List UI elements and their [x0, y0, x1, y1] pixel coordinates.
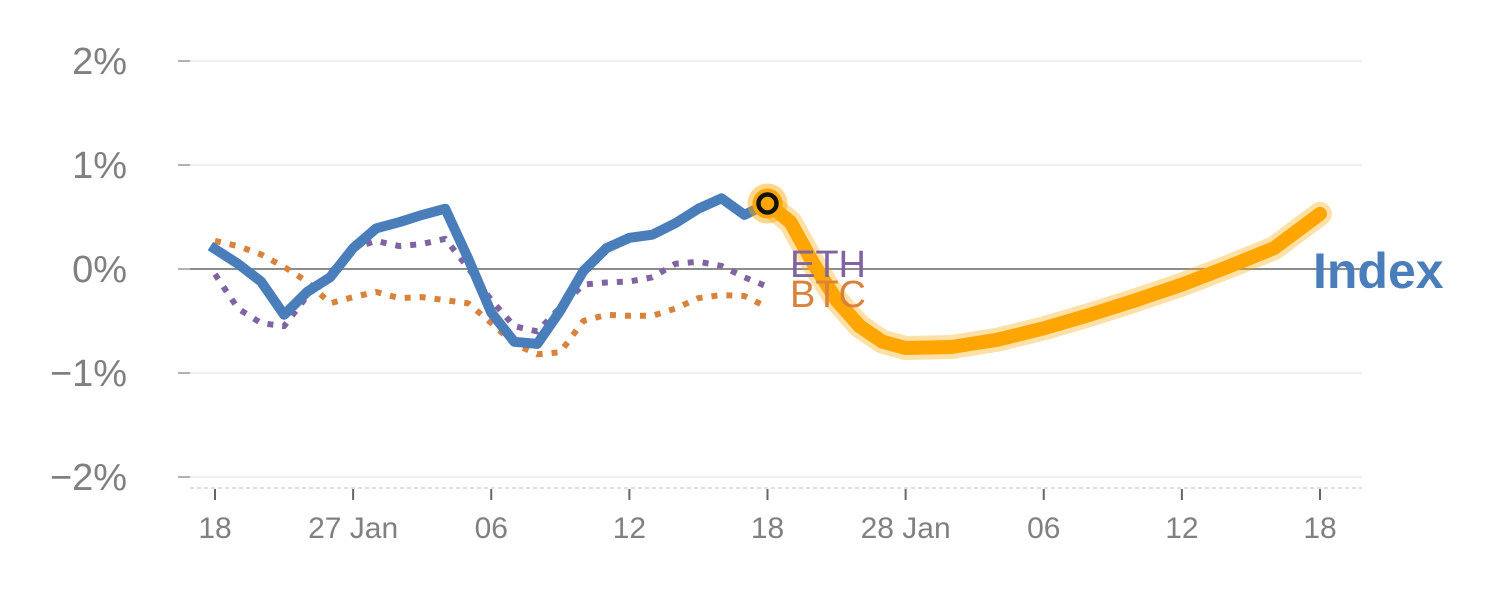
grid-lines — [190, 60, 1362, 478]
y-tick-label: −1% — [50, 353, 127, 395]
x-tick-label: 27 Jan — [308, 512, 398, 545]
x-tick-label: 28 Jan — [861, 512, 951, 545]
y-tick-label: 1% — [72, 145, 127, 187]
y-tick-label: 0% — [72, 249, 127, 291]
series-label-eth: ETH — [790, 244, 866, 286]
x-axis: 18 27 Jan 06 12 18 28 Jan 06 12 18 — [190, 487, 1362, 545]
y-tick-label: −2% — [50, 457, 127, 499]
x-tick-label: 18 — [751, 512, 784, 545]
x-tick-label: 18 — [1303, 512, 1336, 545]
projection-line — [760, 196, 1327, 355]
series-labels: ETH BTC Index — [790, 243, 1444, 316]
plot-area — [207, 183, 1332, 360]
index-line — [207, 193, 770, 349]
x-tick-label: 06 — [475, 512, 508, 545]
x-tick-label: 06 — [1027, 512, 1060, 545]
series-label-index: Index — [1313, 243, 1444, 299]
x-tick-label: 18 — [198, 512, 231, 545]
btc-line — [214, 237, 769, 358]
y-axis: 2% 1% 0% −1% −2% — [50, 41, 190, 499]
current-marker-ring — [756, 192, 779, 215]
y-tick-label: 2% — [72, 41, 127, 83]
eth-line — [212, 235, 769, 335]
x-tick-label: 12 — [613, 512, 646, 545]
x-tick-label: 12 — [1165, 512, 1198, 545]
series-label-btc: BTC — [790, 274, 866, 316]
